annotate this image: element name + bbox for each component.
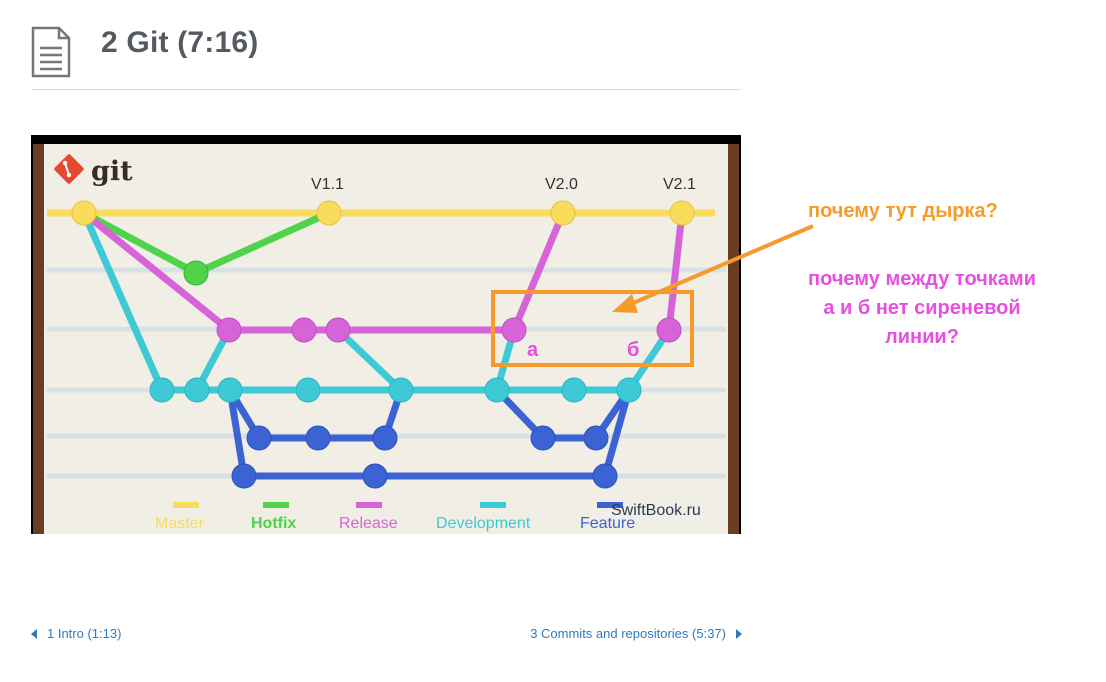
version-label: V1.1 xyxy=(311,176,344,193)
legend-development: Development xyxy=(436,515,531,532)
prev-lesson-link[interactable]: 1 Intro (1:13) xyxy=(31,626,121,641)
version-label: V2.1 xyxy=(663,176,696,193)
next-lesson-label: 3 Commits and repositories (5:37) xyxy=(530,626,726,641)
watermark: SwiftBook.ru xyxy=(611,502,701,519)
annotation-line-question: почему между точками а и б нет сиреневой… xyxy=(807,268,1037,348)
git-logo: git xyxy=(54,154,133,187)
caret-right-icon xyxy=(736,628,742,639)
document-icon xyxy=(31,26,71,78)
highlight-box xyxy=(491,290,694,367)
caret-left-icon xyxy=(31,628,37,639)
lesson-header: 2 Git (7:16) xyxy=(31,18,741,90)
video-player[interactable]: git xyxy=(31,135,741,534)
legend-master: Master xyxy=(155,515,205,532)
legend-release: Release xyxy=(339,515,398,532)
header-divider xyxy=(31,89,741,90)
legend-hotfix: Hotfix xyxy=(251,515,296,532)
lesson-title: 2 Git (7:16) xyxy=(101,26,259,59)
next-lesson-link[interactable]: 3 Commits and repositories (5:37) xyxy=(530,626,742,641)
point-label-b: б xyxy=(627,339,639,361)
git-flow-slide: git xyxy=(31,135,741,534)
svg-text:git: git xyxy=(91,156,133,187)
commit-dots xyxy=(71,200,695,489)
prev-lesson-label: 1 Intro (1:13) xyxy=(47,626,122,641)
annotation-hole-question: почему тут дырка? xyxy=(808,200,998,222)
legend: Master Hotfix Release Development Featur… xyxy=(155,502,701,532)
point-label-a: а xyxy=(527,339,539,361)
version-label: V2.0 xyxy=(545,176,578,193)
legend-feature: Feature xyxy=(580,515,635,532)
